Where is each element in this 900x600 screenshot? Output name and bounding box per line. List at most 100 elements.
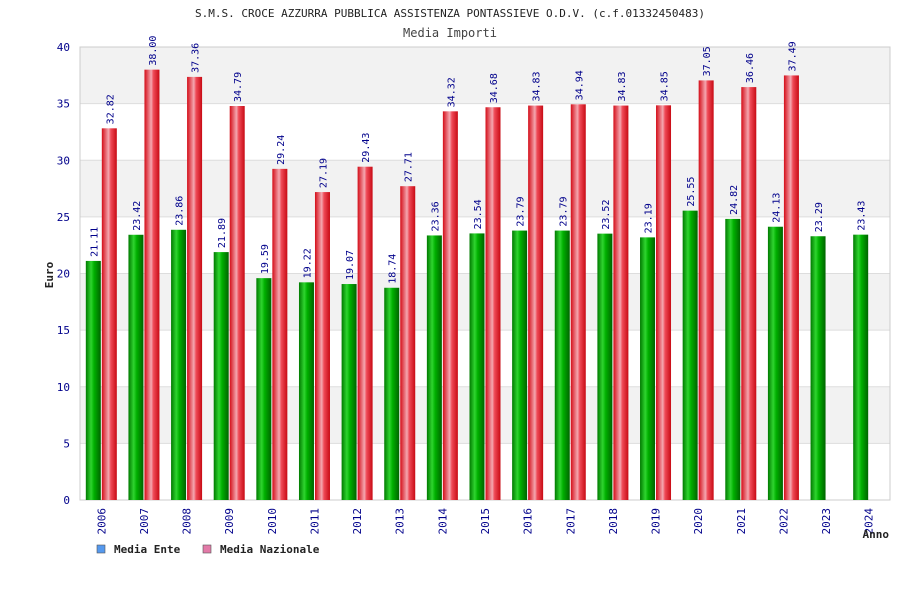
x-tick-label: 2019 xyxy=(650,508,663,535)
data-label-media-ente: 23.29 xyxy=(814,202,825,232)
data-label-media-nazionale: 36.46 xyxy=(745,53,756,83)
chart-title: S.M.S. CROCE AZZURRA PUBBLICA ASSISTENZA… xyxy=(195,7,705,20)
bar-media-nazionale xyxy=(272,168,288,500)
data-label-media-ente: 23.52 xyxy=(601,200,612,230)
x-tick-label: 2006 xyxy=(95,508,108,535)
data-label-media-ente: 21.11 xyxy=(89,227,100,257)
bar-media-ente xyxy=(512,230,528,500)
x-tick-label: 2009 xyxy=(223,508,236,535)
bar-media-ente xyxy=(298,282,314,500)
legend-label-nazionale: Media Nazionale xyxy=(220,543,320,556)
legend: Media Ente Media Nazionale xyxy=(96,543,320,556)
legend-label-ente: Media Ente xyxy=(114,543,181,556)
data-label-media-ente: 24.13 xyxy=(771,193,782,223)
y-tick-label: 25 xyxy=(57,211,70,224)
data-label-media-ente: 19.22 xyxy=(302,248,313,278)
plot-frame xyxy=(79,46,891,501)
bar-media-ente xyxy=(725,218,741,500)
bar-media-nazionale xyxy=(528,105,544,501)
bar-media-nazionale xyxy=(698,80,714,500)
x-tick-label: 2015 xyxy=(479,508,492,535)
data-label-media-ente: 23.42 xyxy=(132,201,143,231)
x-tick-label: 2018 xyxy=(607,508,620,535)
x-tick-label: 2010 xyxy=(266,508,279,535)
data-label-media-nazionale: 29.24 xyxy=(276,135,287,165)
x-tick-label: 2016 xyxy=(522,508,535,535)
bar-media-nazionale xyxy=(229,106,245,501)
y-tick-label: 40 xyxy=(57,41,70,54)
data-label-media-ente: 23.79 xyxy=(558,196,569,226)
chart-subtitle: Media Importi xyxy=(403,26,497,40)
x-tick-label: 2020 xyxy=(692,508,705,535)
bar-media-nazionale xyxy=(442,111,458,501)
x-tick-label: 2024 xyxy=(863,508,876,535)
data-label-media-ente: 21.89 xyxy=(217,218,228,248)
bar-media-ente xyxy=(597,233,613,501)
data-label-media-nazionale: 37.05 xyxy=(702,46,713,76)
data-label-media-ente: 18.74 xyxy=(388,254,399,284)
y-tick-label: 35 xyxy=(57,98,70,111)
data-label-media-ente: 23.43 xyxy=(857,201,868,231)
bar-media-ente xyxy=(171,229,187,500)
data-label-media-ente: 24.82 xyxy=(729,185,740,215)
y-tick-label: 20 xyxy=(57,268,70,281)
bar-media-nazionale xyxy=(613,105,629,501)
data-label-media-ente: 19.59 xyxy=(260,244,271,274)
x-tick-label: 2012 xyxy=(351,508,364,535)
bar-media-nazionale xyxy=(741,87,757,500)
y-tick-label: 0 xyxy=(63,494,70,507)
data-label-media-nazionale: 37.36 xyxy=(191,43,202,73)
bar-media-nazionale xyxy=(314,192,330,501)
data-label-media-ente: 23.19 xyxy=(644,203,655,233)
data-label-media-ente: 23.79 xyxy=(516,196,527,226)
data-label-media-nazionale: 29.43 xyxy=(361,133,372,163)
bar-media-nazionale xyxy=(783,75,799,500)
bar-media-nazionale xyxy=(101,128,117,500)
data-label-media-nazionale: 34.68 xyxy=(489,73,500,103)
x-tick-label: 2011 xyxy=(308,508,321,535)
data-label-media-nazionale: 34.83 xyxy=(617,71,628,101)
bar-media-ente xyxy=(554,230,570,500)
bar-media-nazionale xyxy=(187,76,203,500)
data-label-media-ente: 23.86 xyxy=(175,196,186,226)
data-label-media-nazionale: 34.79 xyxy=(233,72,244,102)
x-tick-label: 2022 xyxy=(777,508,790,535)
x-tick-label: 2014 xyxy=(436,508,449,535)
bar-media-ente xyxy=(341,284,357,500)
bar-media-ente xyxy=(256,278,272,500)
x-tick-label: 2017 xyxy=(564,508,577,535)
x-tick-label: 2013 xyxy=(394,508,407,535)
data-label-media-ente: 23.36 xyxy=(430,201,441,231)
bar-media-ente xyxy=(767,226,783,500)
data-label-media-nazionale: 34.83 xyxy=(532,71,543,101)
bar-media-nazionale xyxy=(570,104,586,500)
bar-media-nazionale xyxy=(656,105,672,500)
data-label-media-nazionale: 37.49 xyxy=(787,41,798,71)
x-tick-label: 2008 xyxy=(181,508,194,535)
data-label-media-nazionale: 38.00 xyxy=(148,36,159,66)
x-axis-label: Anno xyxy=(863,528,890,541)
y-axis-label: Euro xyxy=(43,261,56,288)
data-label-media-ente: 19.07 xyxy=(345,250,356,280)
bar-media-ente xyxy=(384,287,400,500)
bar-media-nazionale xyxy=(400,186,416,500)
x-axis: 2006 2007 2008 2009 2010 2011 2012 2013 2014 2015… xyxy=(95,508,875,535)
data-label-media-nazionale: 34.85 xyxy=(660,71,671,101)
x-tick-label: 2023 xyxy=(820,508,833,535)
legend-swatch-ente xyxy=(96,544,106,554)
y-tick-label: 15 xyxy=(57,324,70,337)
bar-media-nazionale xyxy=(144,69,160,501)
data-label-media-nazionale: 34.94 xyxy=(574,70,585,100)
y-axis: 0 5 10 15 20 25 30 35 40 xyxy=(57,41,70,507)
data-label-media-nazionale: 34.32 xyxy=(446,77,457,107)
y-tick-label: 5 xyxy=(63,437,70,450)
bar-media-ente xyxy=(85,260,101,500)
y-tick-label: 30 xyxy=(57,154,70,167)
y-tick-label: 10 xyxy=(57,381,70,394)
bar-media-nazionale xyxy=(485,107,501,501)
bars-group: 21.11 32.82 23.42 38.00 23.86 37.36 21.89 34.79… xyxy=(85,36,869,501)
data-label-media-nazionale: 27.19 xyxy=(318,158,329,188)
bar-media-ente xyxy=(810,236,826,500)
